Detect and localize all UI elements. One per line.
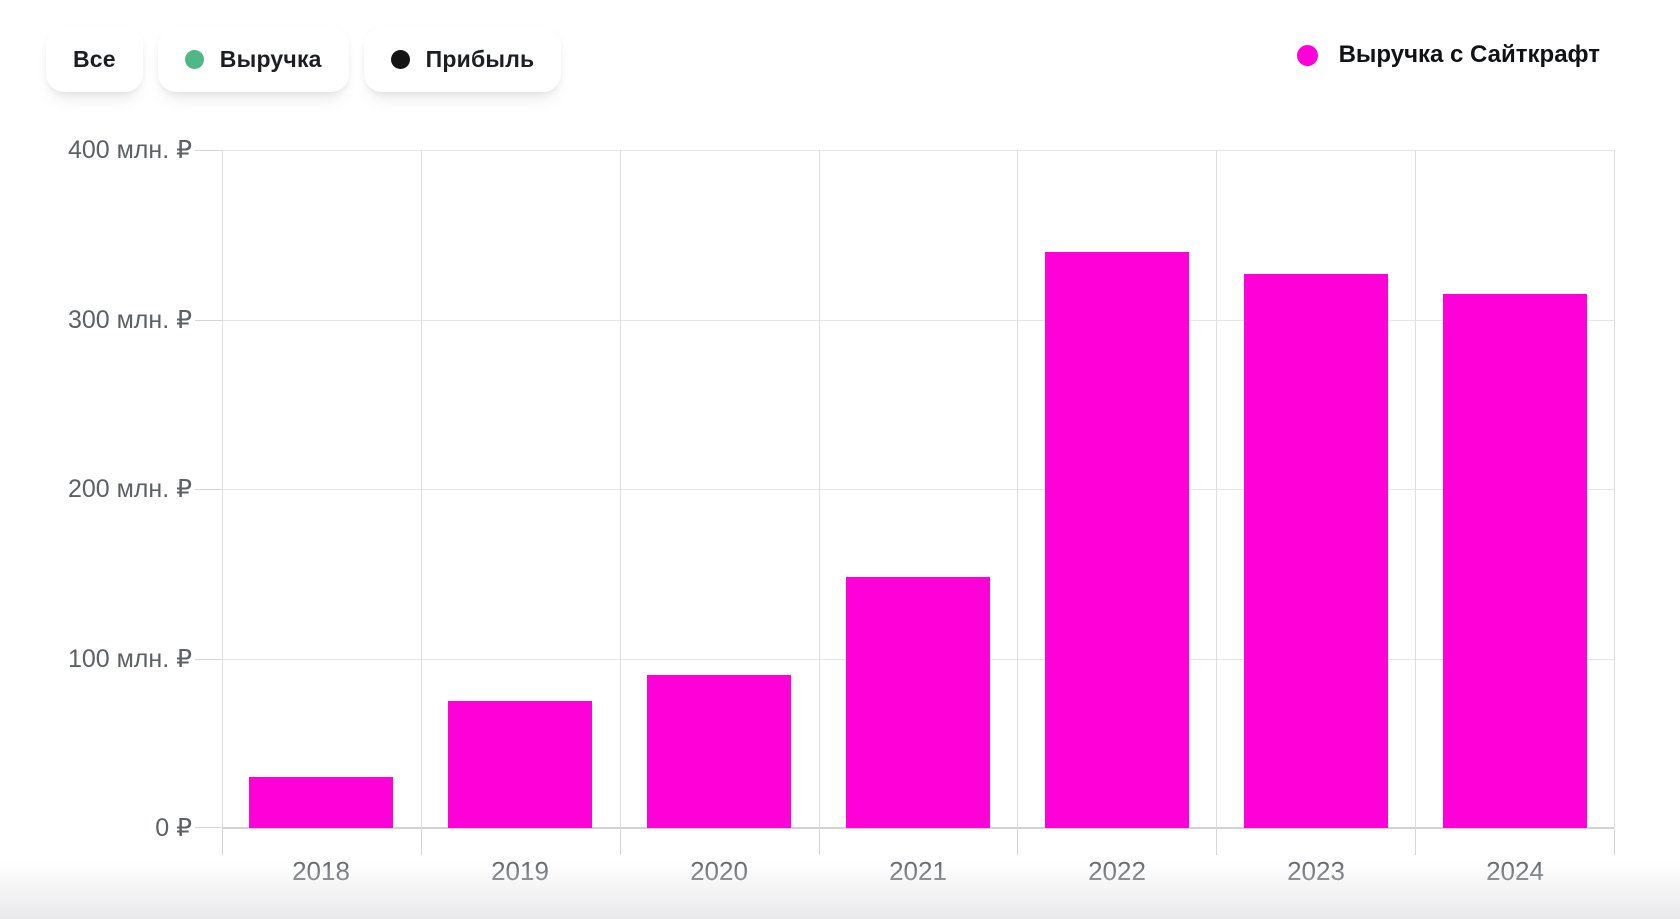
gridline-horizontal — [222, 320, 1614, 321]
x-axis-tick — [222, 829, 223, 855]
gridline-vertical — [421, 150, 422, 828]
bar-2019[interactable] — [448, 701, 592, 828]
x-axis-line — [222, 827, 1614, 829]
gridline-vertical — [620, 150, 621, 828]
filter-label-revenue: Выручка — [219, 46, 322, 72]
gridline-vertical — [1614, 150, 1615, 828]
gridline-horizontal — [222, 489, 1614, 490]
gridline-vertical — [819, 150, 820, 828]
y-axis-tick — [195, 320, 222, 321]
x-axis-label-2018: 2018 — [292, 856, 350, 886]
y-axis-label: 0 ₽ — [155, 814, 192, 842]
y-axis-label: 200 млн. ₽ — [67, 475, 192, 503]
gridline-vertical — [1017, 150, 1018, 828]
bottom-gradient — [0, 861, 1680, 919]
legend-label: Выручка с Сайткрафт — [1338, 41, 1600, 68]
x-axis-label-2022: 2022 — [1088, 856, 1146, 886]
y-axis-label: 100 млн. ₽ — [67, 645, 192, 673]
chart-filter-toolbar: Все Выручка Прибыль — [46, 27, 562, 92]
revenue-dot-icon — [184, 50, 204, 69]
gridline-vertical — [1216, 150, 1217, 828]
x-axis-label-2020: 2020 — [690, 856, 748, 886]
x-axis-label-2024: 2024 — [1486, 856, 1544, 886]
bar-2023[interactable] — [1244, 274, 1388, 828]
profit-dot-icon — [390, 50, 410, 69]
bar-2018[interactable] — [249, 777, 393, 828]
filter-button-revenue[interactable]: Выручка — [157, 27, 349, 92]
bar-chart-plot-area: 0 ₽ 100 млн. ₽ 200 млн. ₽ 300 млн. ₽ 400 млн… — [68, 136, 1615, 886]
chart-legend: Выручка с Сайткрафт — [1296, 41, 1600, 69]
x-axis-label-2023: 2023 — [1287, 856, 1345, 886]
filter-button-profit[interactable]: Прибыль — [363, 27, 562, 92]
x-axis-tick — [421, 829, 422, 855]
y-axis-tick — [195, 827, 222, 828]
bar-2024[interactable] — [1443, 294, 1587, 828]
filter-label-all: Все — [73, 46, 116, 72]
x-axis-tick — [620, 829, 621, 855]
x-axis-tick — [1415, 829, 1416, 855]
x-axis-tick — [1017, 829, 1018, 855]
x-axis-tick — [819, 829, 820, 855]
x-axis-label-2021: 2021 — [889, 856, 947, 886]
y-axis-tick — [195, 659, 222, 660]
y-axis-tick — [195, 489, 222, 490]
x-axis-label-2019: 2019 — [491, 856, 549, 886]
legend-dot-icon — [1296, 44, 1318, 66]
y-axis-tick — [195, 150, 222, 151]
gridline-vertical — [1415, 150, 1416, 828]
bar-2020[interactable] — [647, 675, 791, 828]
x-axis-tick — [1614, 829, 1615, 855]
x-axis-tick — [1216, 829, 1217, 855]
filter-label-profit: Прибыль — [425, 46, 535, 72]
y-axis-line — [222, 150, 223, 828]
y-axis-label: 300 млн. ₽ — [67, 306, 192, 334]
gridline-horizontal — [222, 150, 1614, 151]
y-axis-label: 400 млн. ₽ — [67, 136, 192, 164]
bar-2021[interactable] — [846, 577, 990, 828]
bar-2022[interactable] — [1045, 252, 1189, 828]
filter-button-all[interactable]: Все — [46, 27, 143, 92]
